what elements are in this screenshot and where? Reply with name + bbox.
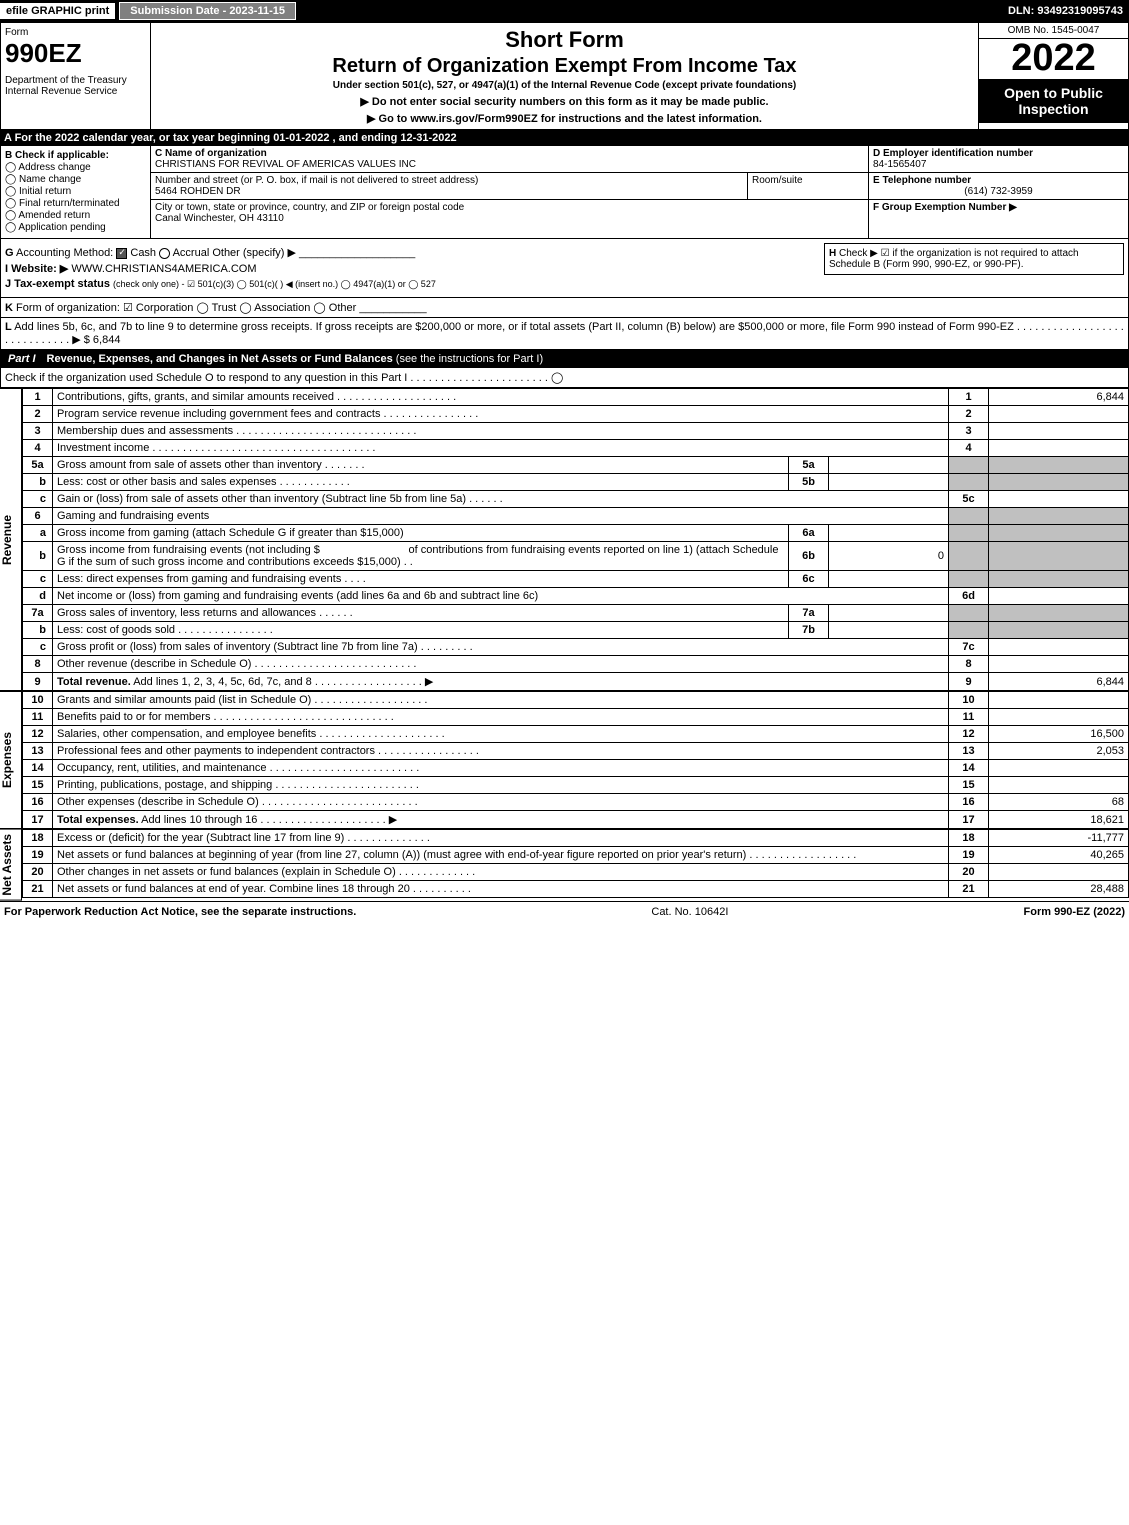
line-9: 9Total revenue. Add lines 1, 2, 3, 4, 5c…	[23, 673, 1129, 691]
phone-value: (614) 732-3959	[873, 186, 1124, 197]
netassets-section: Net Assets 18Excess or (deficit) for the…	[0, 829, 1129, 901]
line-6a: aGross income from gaming (attach Schedu…	[23, 525, 1129, 542]
line-5b: bLess: cost or other basis and sales exp…	[23, 474, 1129, 491]
section-a-tax-year: A For the 2022 calendar year, or tax yea…	[0, 130, 1129, 146]
header-left: Form 990EZ Department of the Treasury In…	[1, 23, 151, 129]
form-number: 990EZ	[5, 38, 146, 69]
efile-label[interactable]: efile GRAPHIC print	[0, 3, 115, 19]
line-3: 3Membership dues and assessments . . . .…	[23, 423, 1129, 440]
header-right: OMB No. 1545-0047 2022 Open to Public In…	[978, 23, 1128, 129]
line-2: 2Program service revenue including gover…	[23, 406, 1129, 423]
page-footer: For Paperwork Reduction Act Notice, see …	[0, 901, 1129, 922]
open-to-public: Open to Public Inspection	[979, 79, 1128, 123]
part1-header: Part I Revenue, Expenses, and Changes in…	[0, 350, 1129, 368]
line-8: 8Other revenue (describe in Schedule O) …	[23, 656, 1129, 673]
expenses-section: Expenses 10Grants and similar amounts pa…	[0, 691, 1129, 829]
ein-value: 84-1565407	[873, 159, 926, 170]
section-bcdef: B Check if applicable: ◯ Address change …	[0, 146, 1129, 239]
chk-application-pending: ◯ Application pending	[5, 222, 146, 233]
revenue-vert-label: Revenue	[0, 388, 22, 691]
line-19: 19Net assets or fund balances at beginni…	[23, 847, 1129, 864]
header-center: Short Form Return of Organization Exempt…	[151, 23, 978, 129]
line-11: 11Benefits paid to or for members . . . …	[23, 709, 1129, 726]
line-20: 20Other changes in net assets or fund ba…	[23, 864, 1129, 881]
chk-cash-icon	[116, 248, 127, 259]
form-footer-label: Form 990-EZ (2022)	[1024, 906, 1125, 918]
line-6c: cLess: direct expenses from gaming and f…	[23, 571, 1129, 588]
section-b: B Check if applicable: ◯ Address change …	[1, 146, 151, 238]
dln-label: DLN: 93492319095743	[1008, 5, 1129, 17]
line-16: 16Other expenses (describe in Schedule O…	[23, 794, 1129, 811]
line-6: 6Gaming and fundraising events	[23, 508, 1129, 525]
chk-address-change: ◯ Address change	[5, 162, 146, 173]
section-k: K Form of organization: ☑ Corporation ◯ …	[0, 298, 1129, 318]
part1-label: Part I	[0, 350, 44, 368]
revenue-section: Revenue 1Contributions, gifts, grants, a…	[0, 388, 1129, 691]
revenue-table: 1Contributions, gifts, grants, and simil…	[22, 388, 1129, 691]
c-label: C Name of organization	[155, 148, 267, 159]
website-link[interactable]: WWW.CHRISTIANS4AMERICA.COM	[71, 263, 256, 275]
b-label: B Check if applicable:	[5, 150, 109, 161]
section-l: L Add lines 5b, 6c, and 7b to line 9 to …	[0, 318, 1129, 350]
form-header: Form 990EZ Department of the Treasury In…	[0, 22, 1129, 130]
cat-no: Cat. No. 10642I	[651, 906, 728, 918]
line-21: 21Net assets or fund balances at end of …	[23, 881, 1129, 898]
section-c: C Name of organization CHRISTIANS FOR RE…	[151, 146, 868, 238]
netassets-vert-label: Net Assets	[0, 829, 22, 901]
part1-title: Revenue, Expenses, and Changes in Net As…	[44, 350, 547, 368]
street-value: 5464 ROHDEN DR	[155, 186, 241, 197]
line-1: 1Contributions, gifts, grants, and simil…	[23, 389, 1129, 406]
expenses-vert-label: Expenses	[0, 691, 22, 829]
line-6d: dNet income or (loss) from gaming and fu…	[23, 588, 1129, 605]
line-6b: bGross income from fundraising events (n…	[23, 542, 1129, 571]
line-17: 17Total expenses. Add lines 10 through 1…	[23, 811, 1129, 829]
section-ghij: G Accounting Method: Cash Accrual Other …	[0, 239, 1129, 298]
line-10: 10Grants and similar amounts paid (list …	[23, 692, 1129, 709]
goto-instructions: ▶ Go to www.irs.gov/Form990EZ for instru…	[155, 112, 974, 125]
chk-name-change: ◯ Name change	[5, 174, 146, 185]
line-7c: cGross profit or (loss) from sales of in…	[23, 639, 1129, 656]
chk-amended-return: ◯ Amended return	[5, 210, 146, 221]
irs-link[interactable]: www.irs.gov/Form990EZ	[410, 113, 537, 125]
city-value: Canal Winchester, OH 43110	[155, 213, 284, 224]
chk-final-return: ◯ Final return/terminated	[5, 198, 146, 209]
tax-year: 2022	[979, 39, 1128, 77]
ein-row: D Employer identification number 84-1565…	[869, 146, 1128, 173]
chk-initial-return: ◯ Initial return	[5, 186, 146, 197]
netassets-table: 18Excess or (deficit) for the year (Subt…	[22, 829, 1129, 898]
form-label: Form	[5, 27, 146, 38]
department-label: Department of the Treasury Internal Reve…	[5, 75, 146, 97]
line-5c: cGain or (loss) from sale of assets othe…	[23, 491, 1129, 508]
room-suite: Room/suite	[748, 173, 868, 199]
street-address: Number and street (or P. O. box, if mail…	[151, 173, 748, 199]
return-title: Return of Organization Exempt From Incom…	[155, 55, 974, 78]
schedule-o-check: Check if the organization used Schedule …	[0, 368, 1129, 388]
city-row: City or town, state or province, country…	[151, 200, 868, 226]
phone-row: E Telephone number (614) 732-3959	[869, 173, 1128, 200]
line-13: 13Professional fees and other payments t…	[23, 743, 1129, 760]
short-form-title: Short Form	[155, 27, 974, 53]
tax-exempt-status: J Tax-exempt status (check only one) - ☑…	[5, 278, 1124, 290]
line-7b: bLess: cost of goods sold . . . . . . . …	[23, 622, 1129, 639]
line-5a: 5aGross amount from sale of assets other…	[23, 457, 1129, 474]
expenses-table: 10Grants and similar amounts paid (list …	[22, 691, 1129, 829]
line-4: 4Investment income . . . . . . . . . . .…	[23, 440, 1129, 457]
line-12: 12Salaries, other compensation, and empl…	[23, 726, 1129, 743]
org-name-row: C Name of organization CHRISTIANS FOR RE…	[151, 146, 868, 173]
group-exemption-row: F Group Exemption Number ▶	[869, 200, 1128, 215]
no-ssn-notice: ▶ Do not enter social security numbers o…	[155, 95, 974, 108]
line-18: 18Excess or (deficit) for the year (Subt…	[23, 830, 1129, 847]
org-name: CHRISTIANS FOR REVIVAL OF AMERICAS VALUE…	[155, 159, 416, 170]
top-bar: efile GRAPHIC print Submission Date - 20…	[0, 0, 1129, 22]
submission-date: Submission Date - 2023-11-15	[119, 2, 296, 20]
section-h: H Check ▶ ☑ if the organization is not r…	[824, 243, 1124, 275]
under-section: Under section 501(c), 527, or 4947(a)(1)…	[155, 80, 974, 91]
line-15: 15Printing, publications, postage, and s…	[23, 777, 1129, 794]
chk-accrual-icon	[159, 248, 170, 259]
address-row: Number and street (or P. O. box, if mail…	[151, 173, 868, 200]
paperwork-notice: For Paperwork Reduction Act Notice, see …	[4, 906, 356, 918]
line-14: 14Occupancy, rent, utilities, and mainte…	[23, 760, 1129, 777]
line-7a: 7aGross sales of inventory, less returns…	[23, 605, 1129, 622]
section-def: D Employer identification number 84-1565…	[868, 146, 1128, 238]
